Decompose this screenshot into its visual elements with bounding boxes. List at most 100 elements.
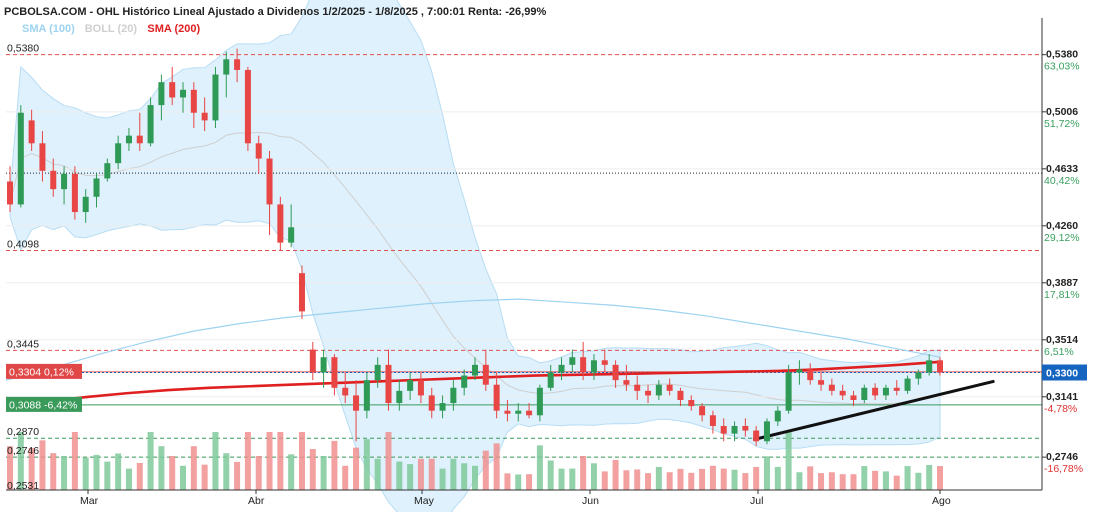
- volume-bar: [677, 468, 684, 490]
- candle-body: [39, 143, 46, 171]
- volume-bar: [125, 468, 132, 490]
- volume-bar: [515, 474, 522, 490]
- volume-bar: [190, 446, 197, 490]
- month-label: Abr: [248, 495, 265, 507]
- candle-body: [169, 82, 176, 98]
- volume-bar: [136, 463, 143, 490]
- volume-bar: [493, 443, 500, 490]
- candle-body: [666, 384, 673, 391]
- volume-bar: [839, 474, 846, 490]
- volume-bar: [731, 469, 738, 490]
- volume-bar: [926, 464, 933, 490]
- volume-bar: [223, 453, 230, 490]
- candle-body: [309, 349, 316, 373]
- volume-bar: [612, 459, 619, 490]
- volume-bar: [353, 447, 360, 490]
- volume-bar: [158, 446, 165, 490]
- month-label: Mar: [80, 495, 99, 507]
- candle-body: [180, 89, 187, 98]
- legend-entry: SMA (100): [22, 23, 75, 35]
- candle-body: [428, 395, 435, 411]
- volume-bar: [82, 457, 89, 490]
- candle-body: [50, 170, 57, 190]
- left-level-label: 0,3445: [7, 338, 39, 350]
- candle-body: [396, 390, 403, 404]
- sma-100-line: [5, 298, 941, 381]
- volume-bar: [785, 432, 792, 490]
- candle-body: [515, 410, 522, 414]
- volume-bar: [937, 466, 943, 490]
- candle-body: [115, 143, 122, 164]
- volume-bar: [590, 463, 597, 490]
- candle-body: [353, 395, 360, 411]
- candle-body: [526, 410, 533, 416]
- volume-bar: [450, 458, 457, 490]
- candle-body: [190, 89, 197, 113]
- candle-body: [796, 369, 803, 373]
- candle-body: [753, 430, 760, 442]
- candle-body: [569, 357, 576, 365]
- y-tick-label: 0,3514: [1046, 334, 1078, 346]
- volume-bar: [882, 471, 889, 490]
- candle-body: [634, 384, 641, 391]
- volume-bar: [796, 472, 803, 490]
- left-level-label: 0,4098: [7, 239, 39, 251]
- volume-bar: [61, 456, 68, 490]
- candle-body: [645, 390, 652, 396]
- volume-bar: [28, 447, 35, 490]
- chart-title: PCBOLSA.COM - OHL Histórico Lineal Ajust…: [4, 6, 546, 18]
- volume-bar: [255, 456, 262, 490]
- current-price-label: 0,3300: [1046, 367, 1078, 379]
- candle-body: [590, 360, 597, 373]
- candle-body: [493, 384, 500, 411]
- volume-bar: [266, 432, 273, 490]
- candle-body: [482, 364, 489, 385]
- candle-body: [709, 415, 716, 426]
- volume-bar: [147, 432, 154, 490]
- volume-bar: [623, 470, 630, 490]
- left-level-label: 0,2746: [7, 445, 39, 457]
- volume-bar: [742, 473, 749, 490]
- candle-body: [374, 364, 381, 381]
- candle-body: [342, 387, 349, 396]
- volume-bar: [655, 466, 662, 490]
- volume-bar: [201, 464, 208, 490]
- volume-bars: [7, 432, 943, 490]
- candle-body: [71, 173, 78, 213]
- y-tick-percent: 63,03%: [1044, 61, 1080, 73]
- legend-entry: BOLL (20): [85, 23, 138, 35]
- candle-body: [17, 112, 24, 205]
- candle-body: [363, 380, 370, 411]
- candle-body: [288, 227, 295, 243]
- volume-bar: [601, 471, 608, 490]
- volume-bar: [536, 445, 543, 490]
- left-level-label: 0,5380: [7, 43, 39, 55]
- candle-body: [104, 163, 111, 179]
- candle-body: [937, 360, 943, 373]
- current-price-box: [1042, 364, 1087, 381]
- candle-body: [828, 384, 835, 391]
- candle-body: [926, 360, 933, 373]
- candle-body: [872, 387, 879, 396]
- candle-body: [742, 425, 749, 431]
- indicator-lines: [5, 298, 995, 442]
- candle-body: [688, 400, 695, 407]
- y-tick-label: 0,3141: [1046, 391, 1078, 403]
- trend-line: [752, 379, 995, 442]
- candle-body: [861, 387, 868, 401]
- volume-bar: [439, 468, 446, 490]
- volume-bar: [688, 472, 695, 490]
- candle-body: [699, 406, 706, 416]
- candles: [7, 48, 943, 446]
- candle-body: [439, 403, 446, 411]
- volume-bar: [363, 439, 370, 490]
- bollinger-band-area: [9, 0, 941, 512]
- candle-body: [612, 364, 619, 381]
- volume-bar: [893, 475, 900, 490]
- volume-bar: [331, 440, 338, 490]
- volume-bar: [709, 465, 716, 490]
- candle-body: [504, 410, 511, 414]
- volume-bar: [244, 432, 251, 490]
- volume-bar: [342, 465, 349, 490]
- candle-body: [223, 59, 230, 75]
